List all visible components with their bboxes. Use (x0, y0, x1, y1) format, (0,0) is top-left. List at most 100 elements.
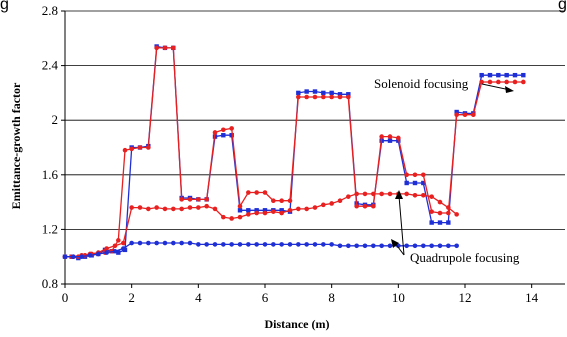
data-point (379, 191, 384, 197)
title-fragment-left: g (0, 0, 9, 13)
data-point (246, 242, 251, 247)
data-point (321, 94, 326, 100)
data-point (187, 205, 193, 210)
data-point (79, 254, 84, 259)
y-tick-label: 1.2 (42, 221, 58, 236)
title-fragment-right: g (558, 0, 567, 13)
data-point (387, 243, 393, 249)
data-point (262, 210, 268, 216)
quadrupole-arrowhead-upper (395, 190, 403, 199)
data-point (521, 79, 526, 85)
data-point (387, 134, 393, 139)
data-point (287, 207, 293, 213)
data-point (229, 126, 234, 131)
data-point (229, 216, 234, 221)
x-tick-label: 12 (459, 290, 472, 305)
data-point (412, 172, 418, 178)
data-point (204, 197, 209, 202)
data-point (296, 94, 301, 100)
data-point (129, 240, 134, 246)
data-point (504, 72, 509, 78)
data-point (279, 242, 284, 247)
data-point (221, 242, 226, 247)
data-point (122, 147, 128, 153)
x-tick-label: 0 (62, 290, 69, 305)
data-point (254, 208, 259, 213)
data-point (312, 205, 318, 210)
data-point (271, 242, 276, 247)
data-point (396, 135, 401, 141)
data-point (437, 220, 443, 225)
data-point (362, 203, 368, 209)
solenoid-arrow (481, 83, 511, 91)
data-point (204, 203, 209, 209)
solenoid-annotation: Solenoid focusing (374, 76, 469, 91)
quadrupole-arrowhead-lower (391, 239, 399, 248)
data-point (421, 243, 426, 249)
data-point (212, 206, 218, 212)
data-point (212, 130, 218, 135)
data-point (171, 45, 176, 51)
data-point (362, 243, 368, 249)
data-point (237, 214, 243, 220)
data-point (379, 134, 384, 139)
data-point (162, 206, 168, 212)
data-point (279, 210, 284, 216)
data-point (116, 238, 121, 243)
series-quadrupole-blue (62, 240, 459, 259)
x-tick-label: 10 (392, 290, 405, 305)
data-point (146, 206, 151, 212)
x-tick-label: 4 (195, 290, 202, 305)
series-group (62, 44, 526, 261)
data-point (454, 109, 459, 115)
data-point (137, 205, 143, 210)
data-point (479, 79, 484, 85)
data-point (179, 206, 184, 212)
x-tick-label: 14 (525, 290, 539, 305)
data-point (254, 190, 259, 195)
data-point (329, 90, 334, 96)
data-point (296, 242, 301, 247)
data-point (479, 72, 484, 78)
solenoid-arrowhead (505, 86, 514, 93)
data-point (379, 243, 384, 249)
data-point (337, 198, 343, 204)
data-point (271, 198, 276, 204)
data-point (162, 240, 168, 246)
data-point (429, 194, 434, 199)
y-tick-label: 2.8 (42, 3, 58, 18)
data-point (129, 205, 134, 210)
data-point (329, 94, 334, 100)
data-point (246, 190, 251, 195)
data-point (179, 197, 184, 202)
y-axis-title: Emittance-growth factor (9, 82, 23, 209)
data-point (112, 243, 118, 249)
data-point (154, 205, 159, 210)
data-point (112, 248, 118, 254)
data-point (296, 90, 301, 96)
data-point (346, 243, 351, 249)
y-tick-label: 2 (52, 112, 59, 127)
axes (61, 10, 565, 288)
data-point (412, 180, 418, 186)
y-tick-labels: 0.8 1.2 1.6 2 2.4 2.8 (42, 3, 59, 291)
data-point (329, 201, 334, 206)
data-point (346, 94, 351, 100)
data-point (104, 250, 109, 255)
data-point (304, 94, 309, 100)
data-point (321, 242, 326, 247)
data-point (446, 220, 451, 225)
data-point (262, 190, 268, 195)
data-point (371, 191, 376, 197)
data-point (512, 79, 518, 85)
x-tick-label: 6 (262, 290, 269, 305)
quadrupole-annotation: Quadrupole focusing (410, 250, 520, 265)
x-tick-label: 2 (128, 290, 135, 305)
data-point (262, 208, 268, 213)
data-point (221, 214, 226, 220)
series-line-solenoid-red (65, 47, 524, 258)
data-point (121, 246, 126, 251)
data-point (354, 243, 359, 249)
data-point (412, 243, 418, 249)
data-point (196, 205, 201, 210)
